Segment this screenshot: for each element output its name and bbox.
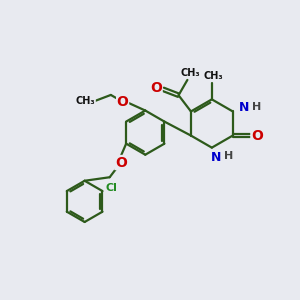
Text: H: H — [252, 102, 261, 112]
Text: CH₃: CH₃ — [76, 96, 95, 106]
Text: Cl: Cl — [106, 182, 118, 193]
Text: O: O — [150, 81, 162, 95]
Text: CH₃: CH₃ — [181, 68, 200, 78]
Text: CH₃: CH₃ — [203, 71, 223, 81]
Text: N: N — [211, 151, 221, 164]
Text: H: H — [224, 151, 234, 161]
Text: O: O — [251, 129, 263, 142]
Text: O: O — [117, 95, 129, 109]
Text: O: O — [115, 155, 127, 170]
Text: N: N — [239, 101, 249, 114]
